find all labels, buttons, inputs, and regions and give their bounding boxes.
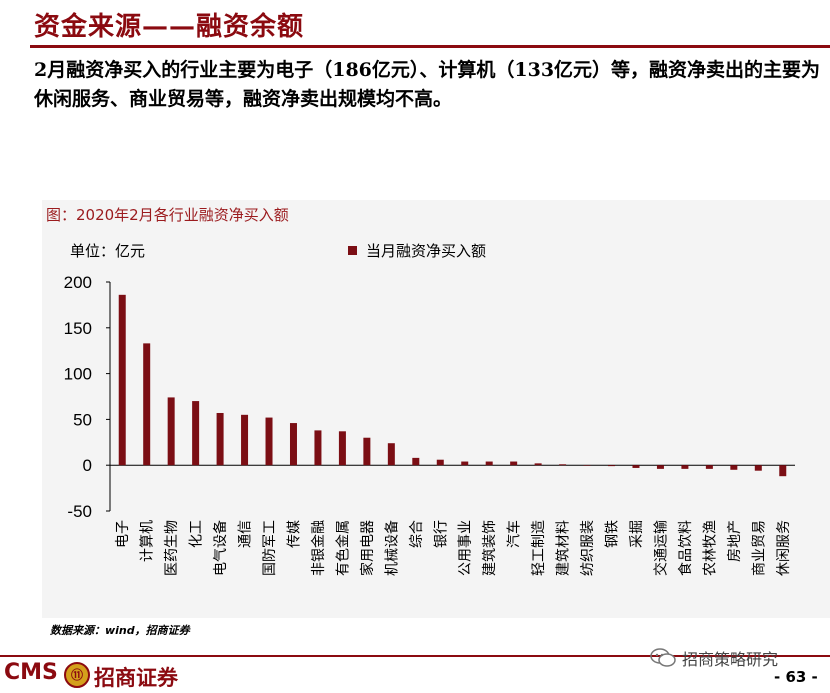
page-title: 资金来源——融资余额: [34, 12, 305, 42]
x-tick-label: 有色金属: [334, 520, 351, 576]
bar: [730, 465, 738, 470]
bar: [192, 401, 200, 466]
bar: [656, 465, 664, 469]
x-tick-label: 食品饮料: [677, 520, 694, 576]
bar: [338, 431, 346, 466]
chart-legend: 当月融资净买入额: [348, 240, 486, 261]
bar: [754, 465, 762, 471]
bar: [241, 414, 249, 466]
figure-title: 图：2020年2月各行业融资净买入额: [46, 206, 289, 224]
bar: [510, 461, 518, 466]
bar: [705, 465, 713, 469]
bar: [167, 397, 175, 466]
x-tick-label: 银行: [433, 520, 449, 548]
bar: [779, 465, 787, 477]
bar: [216, 412, 224, 466]
page-number: - 63 -: [774, 668, 818, 686]
x-tick-label: 汽车: [506, 520, 523, 548]
x-tick-label: 纺织服装: [580, 520, 596, 576]
bar: [632, 465, 640, 468]
x-tick-label: 计算机: [140, 520, 156, 562]
bar: [314, 430, 322, 466]
wechat-label: 招商策略研究: [682, 650, 779, 669]
summary-text: 2月融资净买入的行业主要为电子（186亿元）、计算机（133亿元）等，融资净卖出…: [34, 59, 821, 110]
x-tick-label: 化工: [189, 520, 205, 548]
bar: [436, 459, 444, 466]
legend-label: 当月融资净买入额: [366, 242, 487, 260]
x-tick-label: 国防军工: [262, 520, 278, 576]
x-tick-label: 交通运输: [652, 520, 669, 576]
bar: [461, 461, 469, 466]
x-tick-label: 电气设备: [212, 520, 229, 576]
x-tick-label: 电子: [115, 520, 131, 548]
bar: [608, 465, 616, 467]
legend-swatch: [348, 246, 357, 255]
x-tick-label: 机械设备: [383, 520, 400, 576]
brand-logo-icon: ⑪: [64, 662, 90, 688]
bar: [681, 465, 689, 469]
bar: [118, 294, 126, 466]
brand-name: 招商证券: [94, 666, 178, 690]
unit-label: 单位：亿元: [70, 242, 146, 260]
x-tick-label: 传媒: [286, 520, 302, 548]
x-tick-label: 轻工制造: [531, 520, 547, 576]
x-tick-label: 钢铁: [605, 520, 621, 548]
y-tick-label: 0: [83, 456, 92, 475]
bar: [363, 437, 371, 466]
x-tick-label: 公用事业: [458, 520, 474, 576]
data-source: 数据来源：wind，招商证券: [50, 624, 190, 637]
x-tick-label: 房地产: [727, 520, 743, 562]
x-tick-label: 家用电器: [359, 520, 376, 576]
wechat-account: 招商策略研究: [650, 646, 778, 670]
brand-cms-text: CMS: [4, 660, 58, 685]
y-tick-label: 100: [64, 365, 92, 384]
x-tick-label: 综合: [409, 520, 425, 548]
x-tick-label: 采掘: [629, 520, 645, 548]
x-tick-label: 通信: [238, 520, 254, 548]
bar: [387, 443, 395, 466]
bar: [559, 464, 567, 466]
bar: [412, 457, 420, 466]
x-tick-label: 休闲服务: [776, 520, 792, 576]
x-tick-label: 建筑装饰: [482, 520, 498, 576]
bar: [265, 417, 273, 466]
x-tick-label: 非银金融: [311, 520, 327, 576]
bar: [583, 465, 591, 466]
x-tick-label: 商业贸易: [751, 520, 767, 576]
y-tick-label: -50: [67, 502, 92, 521]
title-divider: [30, 45, 830, 48]
bar: [289, 423, 297, 466]
x-tick-label: 建筑材料: [556, 520, 572, 576]
bar: [534, 463, 542, 466]
bar: [485, 461, 493, 466]
footer-divider: [0, 655, 830, 657]
x-tick-label: 医药生物: [164, 520, 180, 576]
x-tick-label: 农林牧渔: [702, 520, 718, 576]
bar: [143, 343, 151, 466]
y-tick-label: 150: [64, 319, 92, 338]
y-tick-label: 200: [64, 273, 92, 292]
y-tick-label: 50: [73, 410, 92, 429]
wechat-icon: [650, 648, 676, 667]
